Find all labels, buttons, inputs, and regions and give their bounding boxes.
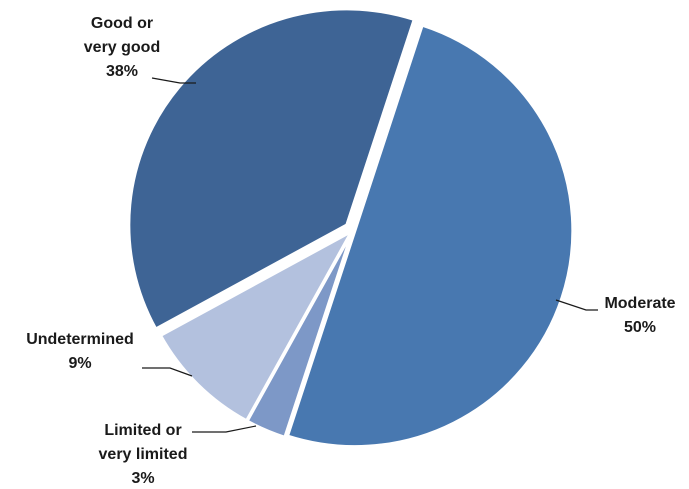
slice-label-line: Limited or: [104, 422, 181, 439]
slice-percent: 9%: [68, 355, 91, 372]
slice-label-good-or: Good or very good 38%: [84, 15, 160, 80]
slice-label-line: Moderate: [604, 295, 675, 312]
pie-slice-undetermined: [158, 227, 356, 423]
slice-percent: 3%: [131, 470, 154, 487]
leader-line-limited-or: [192, 425, 257, 433]
slice-label-line: very good: [84, 39, 160, 56]
pie-slice-moderate: [285, 23, 575, 449]
leader-lines: [142, 77, 598, 433]
slice-label-line: very limited: [99, 446, 188, 463]
slice-percent: 38%: [106, 63, 138, 80]
leader-line-moderate: [555, 299, 598, 311]
slice-label-line: Undetermined: [26, 331, 134, 348]
leader-line-good-or: [151, 77, 196, 84]
slice-label-limited-or: Limited or very limited 3%: [99, 422, 188, 487]
slice-labels: Moderate 50% Limited or very limited 3% Undet…: [26, 15, 675, 487]
slice-label-line: Good or: [91, 15, 153, 32]
leader-line-undetermined: [142, 367, 193, 377]
slice-percent: 50%: [624, 319, 656, 336]
slice-label-moderate: Moderate 50%: [604, 295, 675, 336]
slice-label-undetermined: Undetermined 9%: [26, 331, 134, 372]
pie-slice-good-or: [127, 7, 417, 331]
pie-slices: [127, 7, 575, 449]
